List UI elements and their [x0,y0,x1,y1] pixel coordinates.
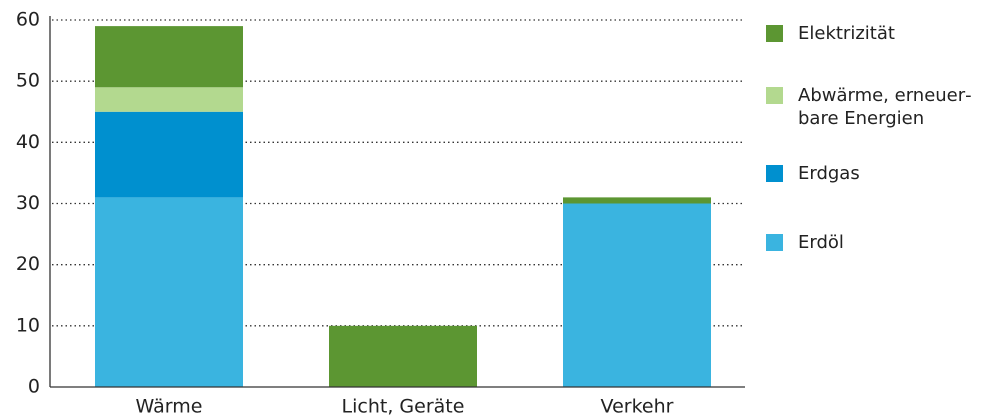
bar-segment [95,197,243,387]
y-tick-label: 20 [16,253,40,275]
y-tick-label: 60 [16,9,40,31]
y-tick-label: 40 [16,131,40,153]
legend-label: Erdgas [798,163,860,184]
x-tick-label: Licht, Geräte [342,396,465,416]
legend-swatch [766,165,783,182]
y-tick-label: 10 [16,314,40,336]
legend-item: Erdgas [766,162,998,185]
x-tick-label: Verkehr [601,396,674,416]
y-tick-label: 30 [16,192,40,214]
bar-segment [95,111,243,198]
y-tick-label: 50 [16,70,40,92]
legend-swatch [766,25,783,42]
bar-segment [95,26,243,88]
legend-swatch [766,87,783,104]
legend-label: Erdöl [798,232,844,253]
legend-label: Abwärme, erneuer­bare Energien [798,85,972,129]
bar-segment [95,87,243,112]
legend-swatch [766,234,783,251]
y-tick-label: 0 [28,376,40,398]
bar-segment [563,203,711,387]
x-tick-label: Wärme [136,396,203,416]
legend-item: Abwärme, erneuer­bare Energien [766,84,998,130]
bar-segment [563,197,711,204]
bar-segment [329,325,477,387]
legend-item: Elektrizität [766,22,998,45]
legend-item: Erdöl [766,231,998,254]
legend-label: Elektrizität [798,23,895,44]
